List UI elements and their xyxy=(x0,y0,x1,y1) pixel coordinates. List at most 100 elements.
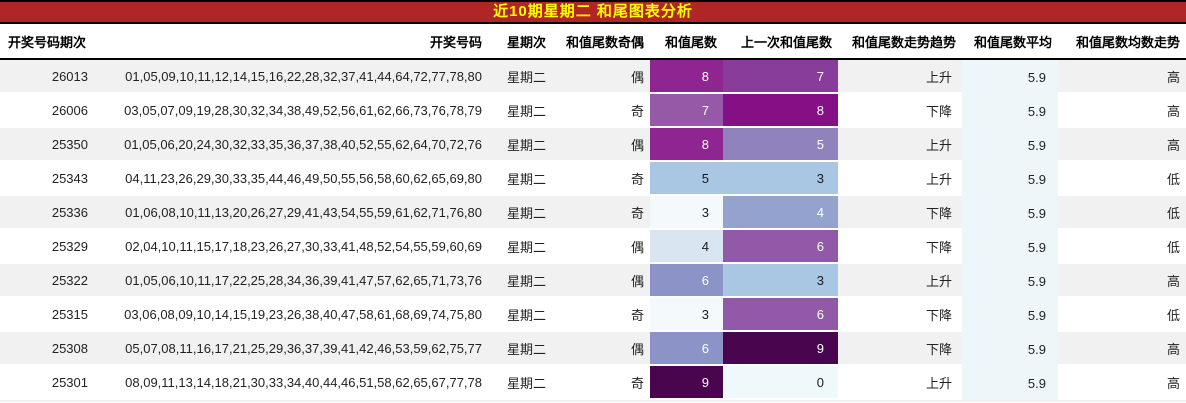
trend-cell: 上升 xyxy=(838,366,962,400)
prev-tail-cell: 3 xyxy=(723,264,838,298)
prev-tail-cell: 4 xyxy=(723,196,838,230)
average-cell: 5.9 xyxy=(962,60,1058,94)
weekday-cell: 星期二 xyxy=(488,264,552,298)
tail-value-cell: 7 xyxy=(650,94,723,128)
draw-numbers-cell: 03,06,08,09,10,14,15,19,23,26,38,40,47,5… xyxy=(96,298,488,332)
prev-tail-cell: 6 xyxy=(723,298,838,332)
weekday-cell: 星期二 xyxy=(488,94,552,128)
weekday-cell: 星期二 xyxy=(488,230,552,264)
avg-trend-cell: 高 xyxy=(1058,60,1186,94)
prev-tail-cell: 3 xyxy=(723,162,838,196)
prev-tail-cell: 9 xyxy=(723,332,838,366)
draw-numbers-cell: 08,09,11,13,14,18,21,30,33,34,40,44,46,5… xyxy=(96,366,488,400)
parity-cell: 奇 xyxy=(552,298,650,332)
average-cell: 5.9 xyxy=(962,94,1058,128)
page-title: 近10期星期二 和尾图表分析 xyxy=(493,3,693,20)
parity-cell: 偶 xyxy=(552,60,650,94)
weekday-cell: 星期二 xyxy=(488,366,552,400)
analysis-table: 开奖号码期次 开奖号码 星期次 和值尾数奇偶 和值尾数 上一次和值尾数 和值尾数… xyxy=(0,24,1186,400)
trend-cell: 上升 xyxy=(838,162,962,196)
period-cell: 25301 xyxy=(0,366,96,400)
parity-cell: 偶 xyxy=(552,128,650,162)
header-trend: 和值尾数走势趋势 xyxy=(838,24,962,60)
table-row: 25315 03,06,08,09,10,14,15,19,23,26,38,4… xyxy=(0,298,1186,332)
avg-trend-cell: 高 xyxy=(1058,332,1186,366)
parity-cell: 奇 xyxy=(552,366,650,400)
parity-cell: 偶 xyxy=(552,332,650,366)
header-parity: 和值尾数奇偶 xyxy=(552,24,650,60)
average-cell: 5.9 xyxy=(962,230,1058,264)
period-cell: 25350 xyxy=(0,128,96,162)
draw-numbers-cell: 04,11,23,26,29,30,33,35,44,46,49,50,55,5… xyxy=(96,162,488,196)
trend-cell: 下降 xyxy=(838,332,962,366)
prev-tail-cell: 7 xyxy=(723,60,838,94)
avg-trend-cell: 低 xyxy=(1058,162,1186,196)
header-period: 开奖号码期次 xyxy=(0,24,96,60)
draw-numbers-cell: 03,05,07,09,19,28,30,32,34,38,49,52,56,6… xyxy=(96,94,488,128)
period-cell: 25336 xyxy=(0,196,96,230)
average-cell: 5.9 xyxy=(962,332,1058,366)
period-cell: 25322 xyxy=(0,264,96,298)
title-bar: 近10期星期二 和尾图表分析 xyxy=(0,0,1186,24)
tail-value-cell: 3 xyxy=(650,196,723,230)
draw-numbers-cell: 02,04,10,11,15,17,18,23,26,27,30,33,41,4… xyxy=(96,230,488,264)
tail-value-cell: 5 xyxy=(650,162,723,196)
prev-tail-cell: 6 xyxy=(723,230,838,264)
header-prev-tail: 上一次和值尾数 xyxy=(723,24,838,60)
average-cell: 5.9 xyxy=(962,162,1058,196)
average-cell: 5.9 xyxy=(962,128,1058,162)
weekday-cell: 星期二 xyxy=(488,162,552,196)
header-tail: 和值尾数 xyxy=(650,24,723,60)
weekday-cell: 星期二 xyxy=(488,128,552,162)
table-header: 开奖号码期次 开奖号码 星期次 和值尾数奇偶 和值尾数 上一次和值尾数 和值尾数… xyxy=(0,24,1186,60)
parity-cell: 偶 xyxy=(552,230,650,264)
trend-cell: 下降 xyxy=(838,230,962,264)
trend-cell: 上升 xyxy=(838,60,962,94)
draw-numbers-cell: 01,06,08,10,11,13,20,26,27,29,41,43,54,5… xyxy=(96,196,488,230)
weekday-cell: 星期二 xyxy=(488,298,552,332)
avg-trend-cell: 高 xyxy=(1058,366,1186,400)
average-cell: 5.9 xyxy=(962,298,1058,332)
weekday-cell: 星期二 xyxy=(488,332,552,366)
table-row: 25308 05,07,08,11,16,17,21,25,29,36,37,3… xyxy=(0,332,1186,366)
tail-value-cell: 8 xyxy=(650,128,723,162)
average-cell: 5.9 xyxy=(962,366,1058,400)
parity-cell: 奇 xyxy=(552,196,650,230)
trend-cell: 上升 xyxy=(838,128,962,162)
table-row: 25350 01,05,06,20,24,30,32,33,35,36,37,3… xyxy=(0,128,1186,162)
trend-cell: 下降 xyxy=(838,196,962,230)
draw-numbers-cell: 01,05,06,20,24,30,32,33,35,36,37,38,40,5… xyxy=(96,128,488,162)
period-cell: 26013 xyxy=(0,60,96,94)
period-cell: 25308 xyxy=(0,332,96,366)
table-row: 25301 08,09,11,13,14,18,21,30,33,34,40,4… xyxy=(0,366,1186,400)
period-cell: 25329 xyxy=(0,230,96,264)
parity-cell: 奇 xyxy=(552,94,650,128)
period-cell: 25343 xyxy=(0,162,96,196)
prev-tail-cell: 8 xyxy=(723,94,838,128)
header-avg-trend: 和值尾数均数走势 xyxy=(1058,24,1186,60)
parity-cell: 奇 xyxy=(552,162,650,196)
parity-cell: 偶 xyxy=(552,264,650,298)
average-cell: 5.9 xyxy=(962,264,1058,298)
tail-value-cell: 6 xyxy=(650,332,723,366)
header-row: 开奖号码期次 开奖号码 星期次 和值尾数奇偶 和值尾数 上一次和值尾数 和值尾数… xyxy=(0,24,1186,60)
table-row: 26006 03,05,07,09,19,28,30,32,34,38,49,5… xyxy=(0,94,1186,128)
prev-tail-cell: 0 xyxy=(723,366,838,400)
table-row: 25329 02,04,10,11,15,17,18,23,26,27,30,3… xyxy=(0,230,1186,264)
draw-numbers-cell: 01,05,09,10,11,12,14,15,16,22,28,32,37,4… xyxy=(96,60,488,94)
draw-numbers-cell: 05,07,08,11,16,17,21,25,29,36,37,39,41,4… xyxy=(96,332,488,366)
tail-value-cell: 3 xyxy=(650,298,723,332)
table-row: 26013 01,05,09,10,11,12,14,15,16,22,28,3… xyxy=(0,60,1186,94)
weekday-cell: 星期二 xyxy=(488,60,552,94)
table-row: 25322 01,05,06,10,11,17,22,25,28,34,36,3… xyxy=(0,264,1186,298)
period-cell: 25315 xyxy=(0,298,96,332)
prev-tail-cell: 5 xyxy=(723,128,838,162)
avg-trend-cell: 高 xyxy=(1058,94,1186,128)
header-average: 和值尾数平均 xyxy=(962,24,1058,60)
table-row: 25336 01,06,08,10,11,13,20,26,27,29,41,4… xyxy=(0,196,1186,230)
weekday-cell: 星期二 xyxy=(488,196,552,230)
trend-cell: 下降 xyxy=(838,94,962,128)
trend-cell: 上升 xyxy=(838,264,962,298)
header-weekday: 星期次 xyxy=(488,24,552,60)
